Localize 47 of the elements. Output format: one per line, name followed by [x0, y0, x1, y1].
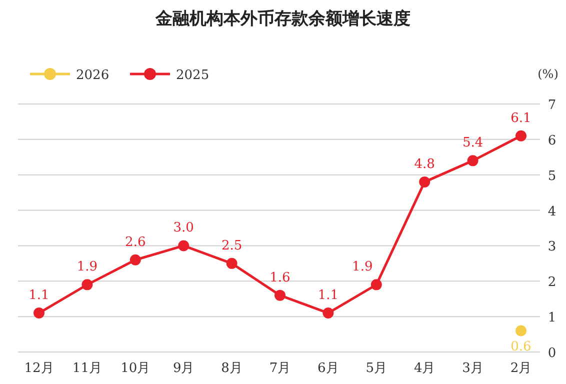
chart-title: 金融机构本外币存款余额增长速度 — [154, 9, 410, 29]
point — [130, 254, 141, 266]
y-tick-label: 4 — [548, 204, 556, 220]
point — [178, 240, 190, 252]
point — [516, 325, 526, 336]
y-tick-label: 3 — [548, 240, 556, 255]
x-tick-label: 4月 — [414, 361, 436, 376]
x-tick-label: 8月 — [221, 361, 242, 376]
legend-label: 2025 — [176, 68, 210, 83]
y-tick-label: 0 — [548, 346, 556, 361]
point — [322, 308, 334, 319]
x-tick-label: 12月 — [24, 361, 54, 376]
x-tick-label: 9月 — [172, 361, 194, 376]
point — [82, 279, 93, 290]
data-label: 6.1 — [510, 110, 532, 126]
data-label: 2.5 — [221, 238, 242, 254]
y-tick-label: 7 — [548, 98, 556, 113]
point — [516, 130, 526, 142]
point — [274, 290, 286, 301]
point — [226, 258, 238, 269]
data-label: 3.0 — [173, 220, 194, 236]
point — [34, 308, 44, 319]
point — [419, 176, 430, 188]
data-label: 1.9 — [76, 260, 98, 275]
data-label: 1.1 — [318, 288, 339, 304]
y-tick-label: 1 — [548, 310, 556, 326]
y-tick-label: 6 — [548, 133, 556, 148]
data-label: 1.1 — [28, 288, 50, 304]
x-tick-label: 10月 — [120, 361, 150, 376]
x-tick-label: 11月 — [72, 361, 102, 376]
x-tick-label: 5月 — [366, 361, 388, 376]
x-tick-label: 6月 — [318, 361, 339, 376]
data-label: 1.6 — [270, 270, 290, 286]
x-tick-label: 3月 — [462, 361, 484, 376]
y-tick-label: 5 — [548, 168, 556, 184]
x-tick-label: 7月 — [269, 361, 291, 376]
data-label: 0.6 — [510, 340, 532, 355]
x-tick-label: 2月 — [510, 361, 532, 376]
legend-label: 2026 — [76, 68, 110, 83]
point — [467, 155, 478, 166]
data-label: 4.8 — [414, 156, 435, 172]
y-tick-label: 2 — [548, 275, 556, 290]
y-axis-title: (%) — [538, 67, 558, 81]
data-label: 5.4 — [462, 136, 484, 151]
data-label: 2.6 — [125, 234, 146, 250]
point — [370, 279, 382, 290]
data-label: 1.9 — [352, 260, 373, 275]
